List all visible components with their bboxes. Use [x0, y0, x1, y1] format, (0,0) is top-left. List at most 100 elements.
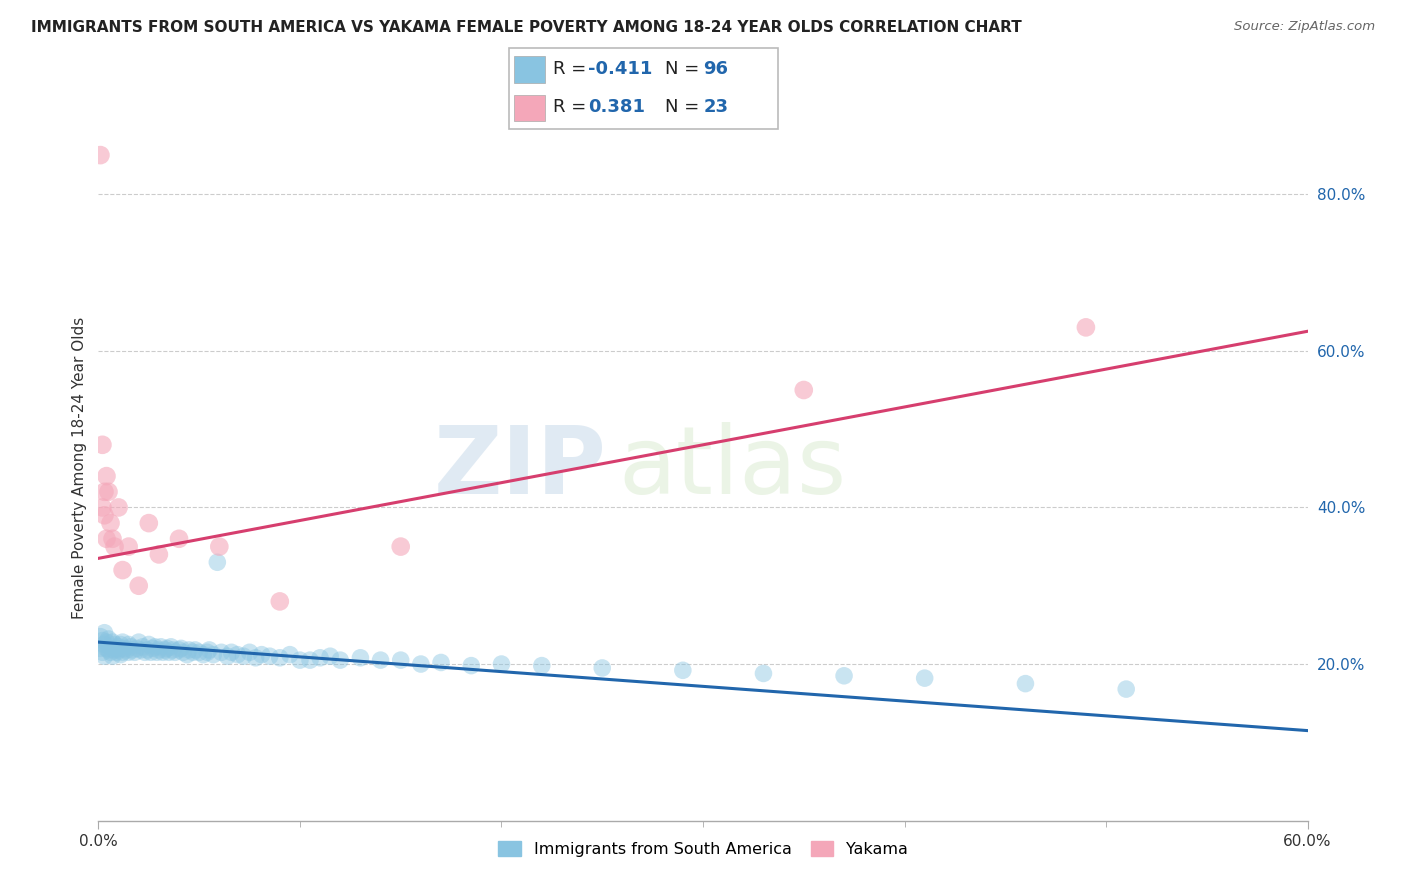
- Point: [105, 641, 128, 656]
- Point: [157, 645, 180, 659]
- Point: [181, 645, 204, 659]
- Point: [105, 645, 128, 659]
- Point: [752, 666, 775, 681]
- Point: [115, 643, 138, 657]
- Point: [93, 649, 115, 664]
- Point: [530, 658, 553, 673]
- Point: [101, 532, 124, 546]
- Point: [209, 645, 232, 659]
- Point: [89, 641, 111, 656]
- Point: [202, 648, 225, 662]
- Point: [239, 645, 262, 659]
- Text: ZIP: ZIP: [433, 422, 606, 515]
- Point: [96, 635, 118, 649]
- Point: [193, 648, 215, 662]
- Text: 96: 96: [703, 61, 728, 78]
- Point: [430, 656, 453, 670]
- Point: [162, 643, 184, 657]
- Point: [591, 661, 613, 675]
- Point: [93, 508, 115, 523]
- Text: N =: N =: [665, 61, 706, 78]
- Point: [138, 637, 160, 651]
- Point: [269, 650, 291, 665]
- Point: [138, 516, 160, 530]
- Point: [118, 645, 141, 659]
- Legend: Immigrants from South America, Yakama: Immigrants from South America, Yakama: [492, 835, 914, 863]
- Point: [91, 438, 114, 452]
- Text: atlas: atlas: [619, 422, 846, 515]
- Point: [349, 650, 371, 665]
- Point: [146, 645, 169, 659]
- Point: [148, 643, 170, 657]
- Point: [156, 641, 179, 656]
- Y-axis label: Female Poverty Among 18-24 Year Olds: Female Poverty Among 18-24 Year Olds: [72, 318, 87, 619]
- Point: [111, 645, 134, 659]
- FancyBboxPatch shape: [515, 56, 544, 83]
- Text: 0.381: 0.381: [588, 98, 645, 116]
- Point: [89, 148, 111, 162]
- Point: [89, 630, 111, 644]
- Point: [198, 643, 221, 657]
- Point: [103, 643, 125, 657]
- Point: [100, 645, 122, 659]
- Point: [111, 635, 134, 649]
- Point: [100, 640, 122, 654]
- Point: [207, 555, 229, 569]
- Point: [163, 645, 186, 659]
- Point: [91, 645, 114, 659]
- FancyBboxPatch shape: [509, 48, 778, 128]
- Point: [232, 649, 254, 664]
- Point: [100, 516, 122, 530]
- Point: [134, 645, 156, 659]
- Point: [124, 645, 146, 659]
- Point: [1014, 676, 1036, 690]
- Point: [188, 645, 211, 659]
- Point: [176, 648, 198, 662]
- Point: [278, 648, 301, 662]
- Point: [93, 484, 115, 499]
- Point: [97, 643, 120, 657]
- Point: [170, 641, 193, 656]
- Point: [793, 383, 815, 397]
- Point: [142, 641, 165, 656]
- Point: [1074, 320, 1097, 334]
- Point: [329, 653, 352, 667]
- Point: [101, 649, 124, 664]
- Point: [107, 640, 129, 654]
- Point: [288, 653, 311, 667]
- FancyBboxPatch shape: [515, 95, 544, 121]
- Point: [259, 649, 281, 664]
- Point: [832, 669, 855, 683]
- Point: [107, 500, 129, 515]
- Point: [309, 650, 332, 665]
- Point: [91, 500, 114, 515]
- Point: [128, 579, 150, 593]
- Point: [149, 640, 172, 654]
- Point: [167, 532, 190, 546]
- Point: [172, 645, 194, 659]
- Point: [167, 643, 190, 657]
- Point: [914, 671, 936, 685]
- Point: [103, 540, 125, 554]
- Point: [299, 653, 322, 667]
- Point: [91, 633, 114, 648]
- Point: [184, 643, 207, 657]
- Point: [139, 645, 162, 659]
- Point: [118, 637, 141, 651]
- Text: 23: 23: [703, 98, 728, 116]
- Point: [121, 643, 143, 657]
- Point: [319, 649, 342, 664]
- Point: [672, 663, 695, 677]
- Text: -0.411: -0.411: [588, 61, 652, 78]
- Point: [103, 637, 125, 651]
- Point: [1115, 682, 1137, 697]
- Point: [152, 645, 174, 659]
- Point: [111, 563, 134, 577]
- Point: [132, 640, 155, 654]
- Text: R =: R =: [553, 98, 598, 116]
- Point: [195, 645, 218, 659]
- Point: [97, 632, 120, 646]
- Point: [160, 640, 183, 654]
- Point: [107, 643, 129, 657]
- Point: [245, 650, 267, 665]
